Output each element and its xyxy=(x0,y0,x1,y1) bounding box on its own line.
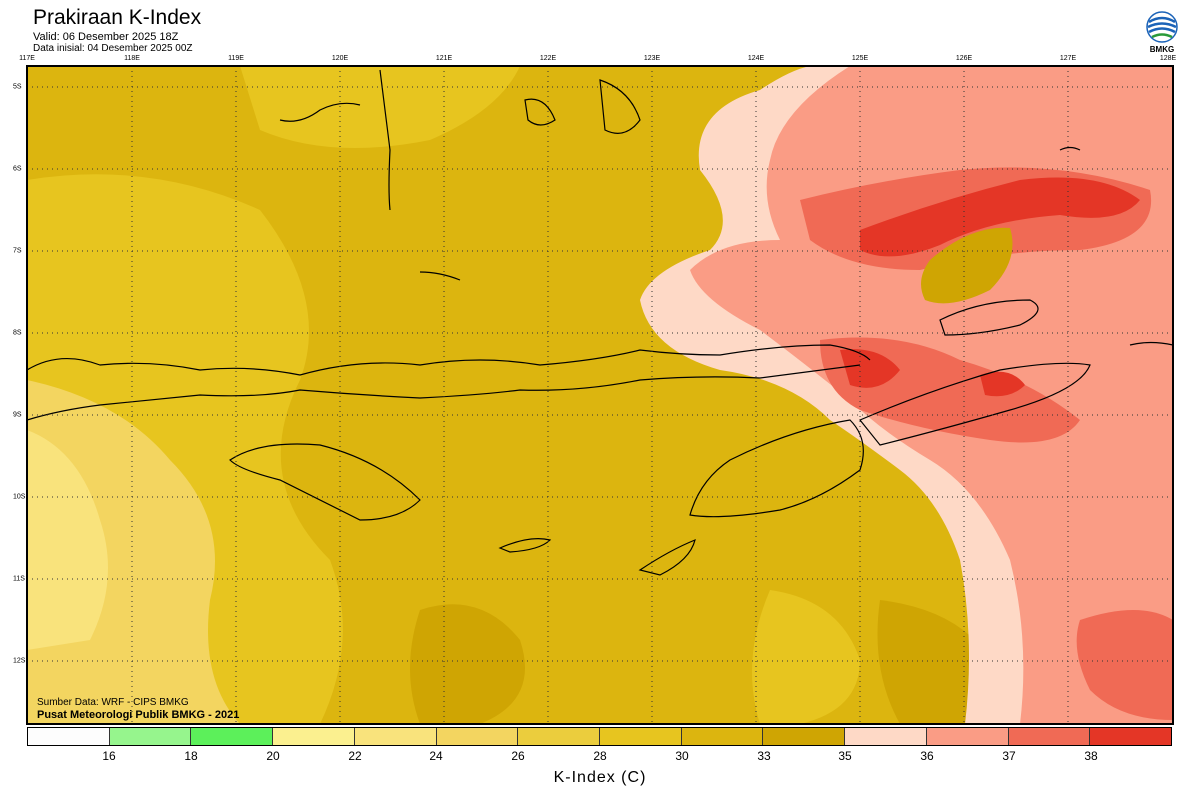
source-org: Pusat Meteorologi Publik BMKG - 2021 xyxy=(37,709,240,721)
coastlines xyxy=(27,69,1173,576)
field-light-north xyxy=(240,66,520,148)
lon-label: 128E xyxy=(1159,55,1177,62)
colorbar xyxy=(27,727,1172,746)
lat-label: 5S xyxy=(13,83,22,91)
lat-label: 7S xyxy=(13,247,22,255)
lon-label: 124E xyxy=(747,55,765,62)
colorbar-swatch xyxy=(354,728,437,745)
field-dark-south xyxy=(410,604,525,724)
colorbar-tick: 33 xyxy=(757,749,771,763)
colorbar-tick: 26 xyxy=(511,749,525,763)
colorbar-swatch xyxy=(845,728,927,745)
bmkg-logo-text: BMKG xyxy=(1149,45,1175,54)
lon-label: 119E xyxy=(228,55,244,62)
colorbar-tick: 37 xyxy=(1002,749,1016,763)
lat-label: 11S xyxy=(13,575,25,583)
colorbar-tick: 28 xyxy=(593,749,607,763)
page-title: Prakiraan K-Index xyxy=(33,6,202,29)
map-frame xyxy=(26,65,1174,725)
lon-label: 126E xyxy=(955,55,973,62)
colorbar-swatch xyxy=(600,728,682,745)
lat-label: 12S xyxy=(13,657,26,665)
colorbar-tick: 22 xyxy=(348,749,362,763)
colorbar-tick: 16 xyxy=(102,749,116,763)
colorbar-swatch xyxy=(1090,728,1172,745)
lat-label: 9S xyxy=(13,411,22,419)
lon-label: 120E xyxy=(331,55,349,62)
lon-label: 118E xyxy=(124,55,140,62)
colorbar-unit: K-Index (C) xyxy=(553,769,647,786)
colorbar-tick: 35 xyxy=(838,749,852,763)
field-38e xyxy=(840,349,900,388)
colorbar-swatch xyxy=(109,728,192,745)
field-38f xyxy=(980,371,1025,397)
lon-label: 127E xyxy=(1059,55,1077,62)
lat-label: 10S xyxy=(13,493,26,501)
colorbar-tick: 38 xyxy=(1084,749,1098,763)
lon-label: 117E xyxy=(19,55,35,62)
lon-label: 123E xyxy=(643,55,661,62)
field-38b xyxy=(860,177,1140,257)
colorbar-swatch xyxy=(436,728,519,745)
field-38c xyxy=(1076,610,1173,720)
field-dark-east xyxy=(877,600,990,724)
colorbar-tick: 24 xyxy=(429,749,443,763)
init-time: Data inisial: 04 Desember 2025 00Z xyxy=(33,43,193,54)
field-lightest-west xyxy=(27,430,108,650)
colorbar-swatch xyxy=(273,728,355,745)
colorbar-tick: 18 xyxy=(184,749,198,763)
bmkg-logo-icon xyxy=(1146,11,1178,43)
field-light-south xyxy=(752,590,860,724)
field-33-island xyxy=(921,227,1013,304)
colorbar-swatch xyxy=(763,728,846,745)
colorbar-tick: 20 xyxy=(266,749,280,763)
lat-label: 8S xyxy=(13,329,22,337)
colorbar-swatch xyxy=(28,728,110,745)
colorbar-swatch xyxy=(191,728,274,745)
lon-label: 125E xyxy=(851,55,869,62)
colorbar-swatch xyxy=(1008,728,1091,745)
lon-label: 122E xyxy=(539,55,557,62)
colorbar-tick: 36 xyxy=(920,749,934,763)
lon-label: 121E xyxy=(435,55,453,62)
colorbar-swatch xyxy=(926,728,1009,745)
colorbar-swatch xyxy=(681,728,764,745)
gridlines xyxy=(27,66,1173,724)
source-data: Sumber Data: WRF - CIPS BMKG xyxy=(37,697,189,708)
valid-time: Valid: 06 Desember 2025 18Z xyxy=(33,31,179,43)
lat-label: 6S xyxy=(13,165,22,173)
colorbar-swatch xyxy=(518,728,601,745)
colorbar-tick: 30 xyxy=(675,749,689,763)
